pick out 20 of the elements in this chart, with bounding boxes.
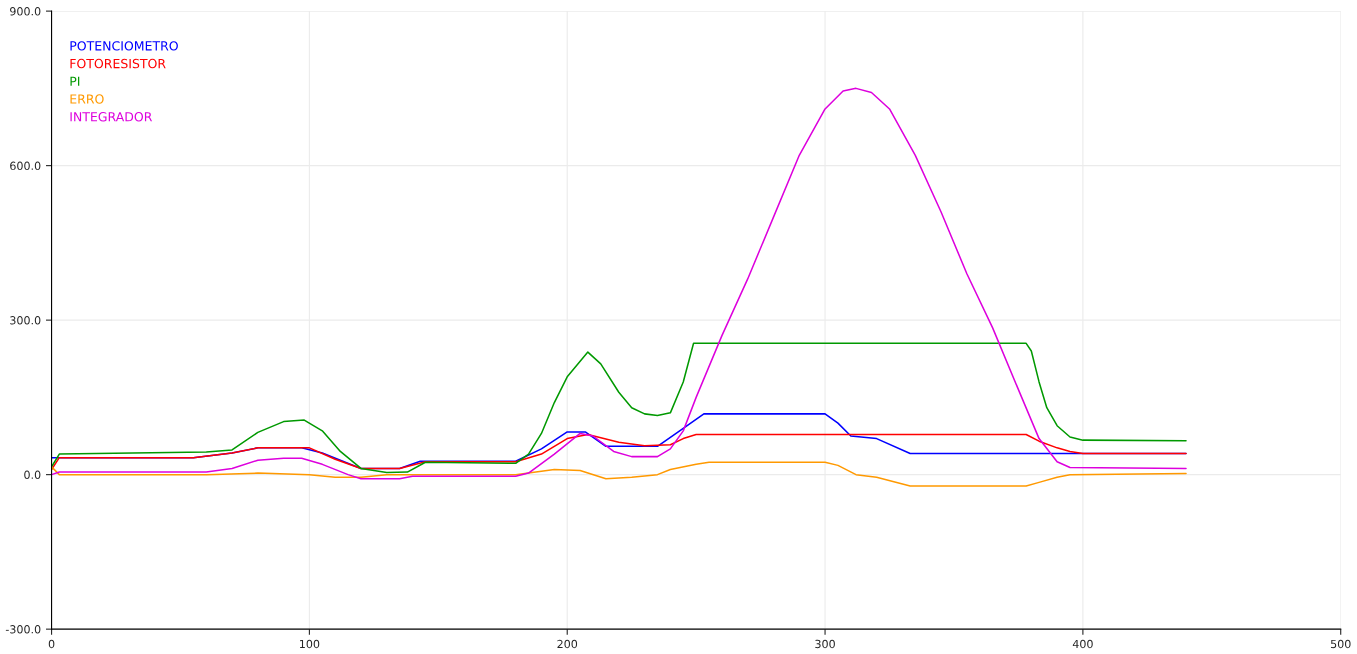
text: PI — [70, 76, 80, 86]
x-tick-label: 200 — [557, 639, 578, 649]
x-tick-label: 400 — [1072, 639, 1093, 649]
y-tick-label: 300.0 — [10, 316, 41, 325]
y-tick-label: -300.0 — [5, 625, 41, 634]
line-series — [51, 342, 1187, 474]
text: ERRO — [70, 94, 104, 104]
x-tick-label: 300 — [815, 639, 835, 649]
text: FOTORESISTOR — [70, 58, 166, 69]
line-series — [51, 433, 1187, 471]
x-tick-label: 0 — [48, 639, 55, 649]
line-series — [51, 461, 1187, 487]
text: INTEGRADOR — [70, 112, 153, 122]
text: POTENCIOMETRO — [70, 41, 178, 51]
y-tick-label: 600.0 — [10, 161, 41, 170]
line-series — [51, 87, 1187, 480]
x-tick-label: 100 — [300, 639, 320, 649]
y-tick-label: 0.0 — [24, 470, 41, 480]
x-tick-label: 500 — [1330, 639, 1351, 649]
y-tick-label: 900.0 — [10, 7, 41, 16]
